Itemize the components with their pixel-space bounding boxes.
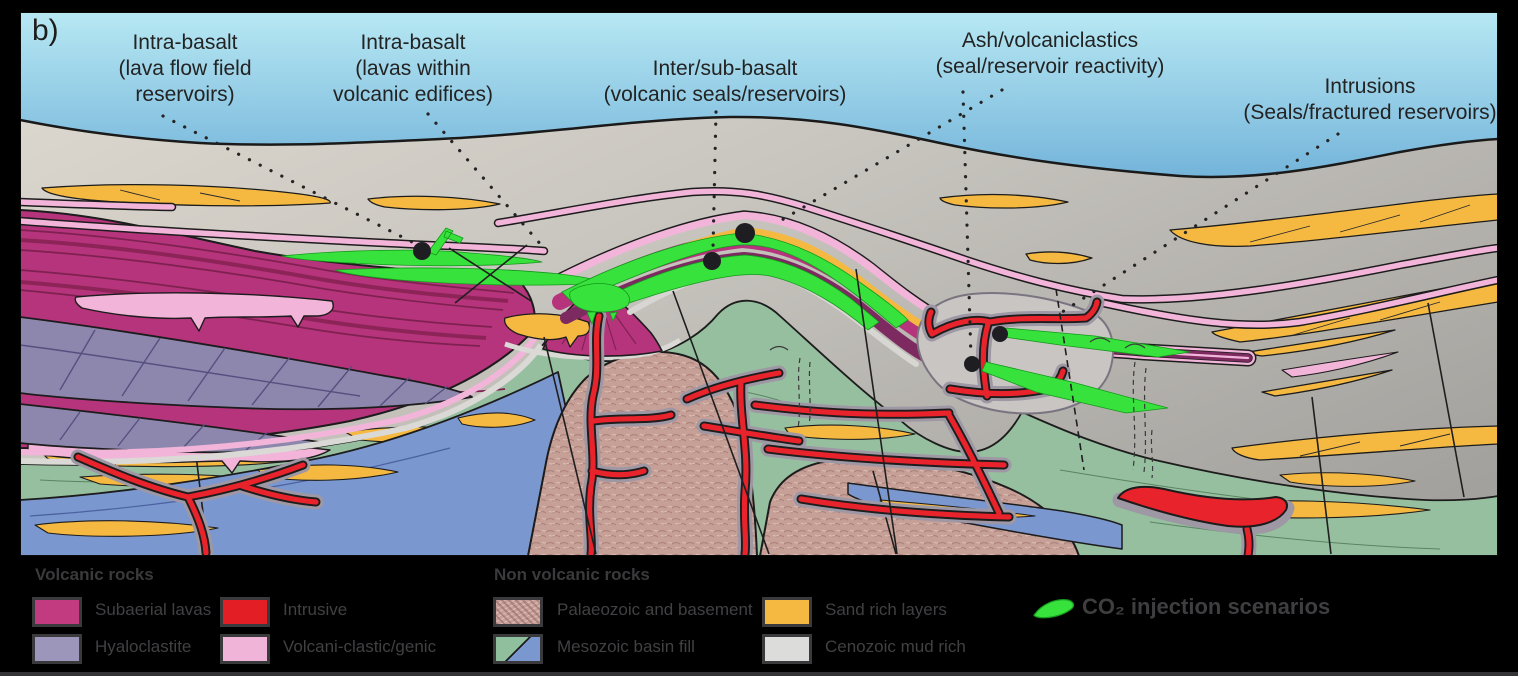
annotation-intrusions: Intrusions (Seals/fractured reservoirs) (1243, 75, 1497, 124)
legend-item-mesozoic: Mesozoic basin fill (557, 637, 695, 656)
legend-item-intrusive: Intrusive (283, 600, 348, 619)
cone-layering-lines (561, 291, 637, 351)
arc-marks (769, 337, 1146, 351)
co2-injection-bodies (281, 227, 1191, 414)
legend-co2-label: CO₂ injection scenarios (1082, 594, 1331, 619)
panel-label: b) (32, 14, 59, 47)
legend-item-sand: Sand rich layers (825, 600, 947, 619)
intrusions (70, 294, 1295, 556)
injection-point-dots (413, 223, 1008, 372)
pink-sliver-under-pile (20, 334, 539, 456)
annotation-ash-volcaniclastics: Ash/volcaniclastics (seal/reservoir reac… (935, 29, 1165, 78)
annotation-intra-basalt-edifice: Intra-basalt (lavas within volcanic edif… (333, 31, 493, 106)
deep-sill-right (1117, 485, 1288, 528)
sand-internal-lines (119, 189, 1471, 457)
legend-nonvolcanic-title: Non volcanic rocks (494, 565, 650, 584)
gray-collar-cone (504, 337, 682, 360)
seabed-line (20, 115, 1498, 179)
leader-lines (161, 88, 1340, 360)
hyaloclastite-wedges (20, 316, 473, 454)
swatch-palaeozoic (493, 597, 543, 627)
annotation-intra-basalt-flow: Intra-basalt (lava flow field reservoirs… (118, 31, 252, 106)
swatch-subaerial-lavas (32, 597, 82, 627)
faults (448, 244, 1465, 555)
bottom-border (0, 672, 1518, 676)
swatch-intrusive (220, 597, 270, 627)
swatch-mesozoic (493, 634, 543, 664)
fluid-escape-structures (797, 357, 1154, 479)
legend-item-palaeozoic: Palaeozoic and basement (557, 600, 753, 619)
swatch-volcaniclastic (220, 634, 270, 664)
gray-sliver-under-pile (20, 343, 544, 465)
legend-item-volcaniclastic: Volcani-clastic/genic (283, 637, 437, 656)
co2-blob-icon (1033, 599, 1075, 619)
swatch-hyaloclastite (32, 634, 82, 664)
legend-item-hyaloclastite: Hyaloclastite (95, 637, 192, 656)
legend-volcanic-title: Volcanic rocks (35, 565, 154, 584)
swatch-cenozoic (762, 634, 812, 664)
swatch-sand (762, 597, 812, 627)
pink-sliver-right (1281, 351, 1399, 378)
sea-water (20, 12, 1498, 177)
legend-item-cenozoic: Cenozoic mud rich (825, 637, 966, 656)
pink-drape-bands (20, 186, 1498, 329)
annotation-inter-sub-basalt: Inter/sub-basalt (volcanic seals/reservo… (603, 57, 847, 106)
legend-item-subaerial-lavas: Subaerial lavas (95, 600, 212, 619)
